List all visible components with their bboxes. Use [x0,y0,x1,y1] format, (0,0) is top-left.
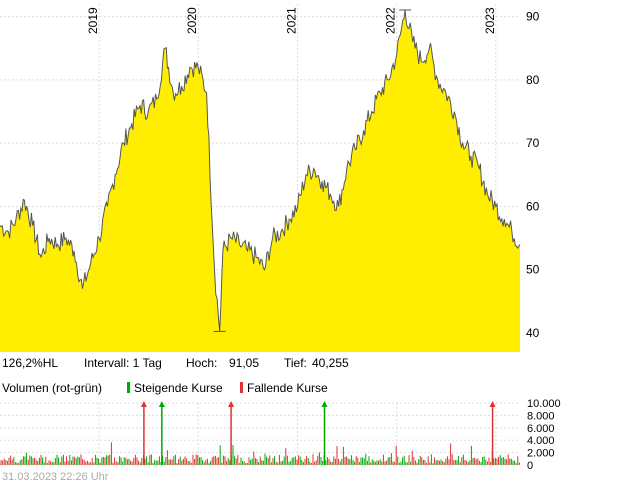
volume-y-tick: 2.000 [527,448,555,460]
volume-y-tick: 10.000 [527,398,561,410]
range-percent: 126,2%HL [2,356,58,370]
low-label: Tief: [284,356,307,370]
high-value: 91,05 [229,356,259,370]
year-tick-labels: 2019 2020 2021 2022 2023 [86,7,497,34]
low-value: 40,255 [312,356,349,370]
price-y-tick: 80 [526,73,540,87]
volume-spike-arrow [140,401,147,407]
high-label: Hoch: [186,356,217,370]
price-y-tick: 60 [526,199,540,213]
year-tick: 2021 [285,7,299,34]
year-tick: 2019 [86,7,100,34]
down-legend-label: Fallende Kurse [247,381,328,395]
up-legend-label: Steigende Kurse [134,381,223,395]
interval-label: Intervall: 1 Tag [84,356,162,370]
high-low-markers [213,9,412,332]
price-y-tick: 50 [526,263,540,277]
year-tick: 2020 [185,7,199,34]
price-y-tick: 70 [526,136,540,150]
volume-bars [0,442,520,465]
price-y-tick: 40 [526,326,540,340]
timestamp: 31.03.2023 22:26 Uhr [2,471,109,483]
volume-title: Volumen (rot-grün) [2,381,102,395]
volume-spike-arrow [489,401,496,407]
volume-spike-arrow [158,401,165,407]
volume-y-tick: 4.000 [527,435,555,447]
down-legend-swatch [240,382,243,393]
price-line [0,9,521,332]
volume-grid [0,402,520,466]
volume-clipped-spikes [140,401,496,465]
year-tick: 2022 [384,7,398,34]
volume-y-tick: 6.000 [527,423,555,435]
price-area [0,10,520,352]
year-tick: 2023 [483,7,497,34]
price-y-tick: 90 [526,10,540,24]
volume-y-tick: 0 [527,460,533,472]
volume-y-tick: 8.000 [527,410,555,422]
price-y-tick-labels: 40 50 60 70 80 90 [526,10,540,340]
up-legend-swatch [127,382,130,393]
volume-spike-arrow [228,401,235,407]
volume-spike-arrow [321,401,328,407]
